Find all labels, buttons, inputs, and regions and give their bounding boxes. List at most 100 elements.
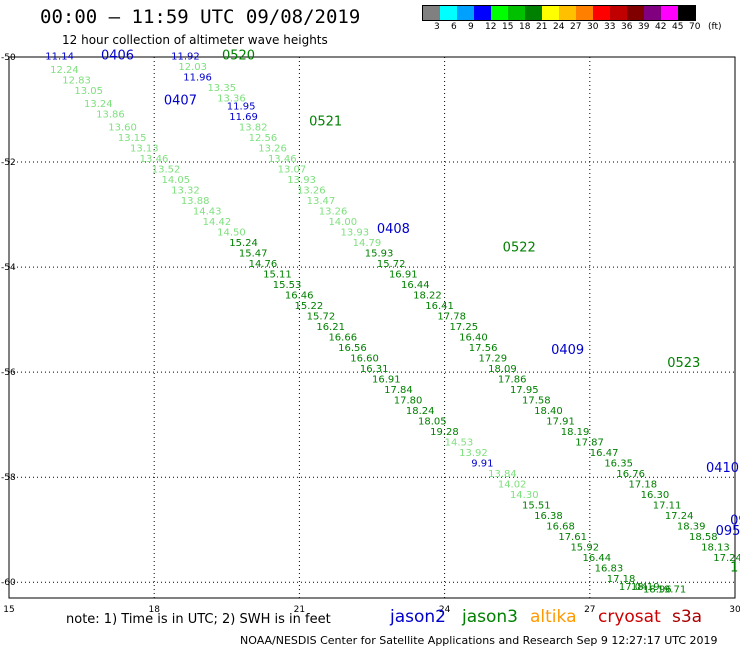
y-tick-label: -50 [1,53,16,63]
swh-data-label: 13.26 [319,207,348,218]
swh-data-label: 17.80 [394,396,423,407]
track-label: 0409 [551,343,584,358]
swh-data-label: 16.41 [425,301,454,312]
x-tick-label: 18 [148,605,160,615]
swh-data-label: 17.24 [665,511,694,522]
swh-data-label: 15.22 [295,301,324,312]
swh-data-label: 17.18 [629,480,658,491]
swh-data-label: 14.43 [193,207,222,218]
scale-label: 9 [468,22,474,32]
credit-line: NOAA/NESDIS Center for Satellite Applica… [240,634,718,647]
swh-data-label: 14.02 [498,480,527,491]
swh-data-label: 15.47 [239,249,268,260]
scale-label: (ft) [708,22,722,32]
swh-data-label: 13.26 [297,186,326,197]
swh-data-label: 16.91 [389,270,418,281]
swh-data-label: 16.60 [350,354,379,365]
swh-data-label: 16.21 [316,322,345,333]
swh-data-label: 17.11 [653,501,682,512]
swh-data-label: 18.22 [413,291,442,302]
swh-data-label: 13.84 [488,469,517,480]
swh-data-label: 16.68 [546,522,575,533]
satellite-label-jason2: jason2 [390,607,446,627]
swh-data-label: 19.28 [430,427,459,438]
swh-data-label: 18.05 [418,417,447,428]
satellite-label-jason3: jason3 [462,607,518,627]
swh-data-label: 13.46 [268,154,297,165]
scale-label: 42 [655,22,667,32]
scale-label: 6 [451,22,457,32]
swh-data-label: 12.03 [178,62,207,73]
swh-data-label: 13.82 [239,123,268,134]
scale-swatch [593,6,610,20]
scale-swatch [559,6,576,20]
swh-data-label: 15.53 [273,280,302,291]
footer-note: note: 1) Time is in UTC; 2) SWH is in fe… [66,612,331,627]
swh-data-label: 16.30 [641,490,670,501]
swh-data-label: 18.19 [561,427,590,438]
swh-data-label: 18.09 [488,364,517,375]
swh-data-label: 13.26 [258,144,287,155]
swh-data-label: 18.19 [631,582,660,593]
swh-data-label: 18.40 [534,406,563,417]
y-tick-label: -52 [1,158,16,168]
track-label: 0521 [309,114,342,129]
scale-label: 15 [502,22,514,32]
swh-data-label: 17.24 [713,553,740,564]
swh-data-label: 15.24 [229,238,258,249]
swh-data-label: 16.35 [604,459,633,470]
track-label: 0406 [101,49,134,64]
swh-data-label: 13.92 [459,448,488,459]
swh-data-label: 17.95 [510,385,539,396]
x-tick-label: 15 [3,605,14,615]
swh-data-label: 15.11 [263,270,292,281]
scale-label: 70 [689,22,701,32]
swh-data-label: 16.31 [360,364,389,375]
swh-data-label: 17.58 [522,396,551,407]
swh-data-label: 16.83 [595,564,624,575]
y-tick-label: -54 [1,263,16,273]
satellite-label-cryosat: cryosat [598,607,661,627]
swh-data-label: 13.24 [84,99,113,110]
swh-data-label: 16.66 [328,333,357,344]
scale-label: 24 [553,22,565,32]
swh-data-label: 11.14 [45,52,74,63]
swh-data-label: 16.44 [401,280,430,291]
y-tick-label: -60 [1,578,16,588]
swh-data-label: 13.36 [217,94,246,105]
scale-swatch [491,6,508,20]
swh-data-label: 13.15 [118,133,147,144]
swh-data-label: 13.52 [152,165,181,176]
chart-subtitle: 12 hour collection of altimeter wave hei… [62,33,328,47]
swh-data-label: 13.32 [171,186,200,197]
swh-data-label: 14.30 [510,490,539,501]
swh-data-label: 14.50 [217,228,246,239]
swh-data-label: 12.83 [62,75,91,86]
scale-swatch [457,6,474,20]
swh-data-label: 16.40 [459,333,488,344]
swh-data-label: 17.91 [546,417,575,428]
x-tick-label: 21 [294,605,305,615]
swh-data-label: 16.56 [338,343,367,354]
swh-data-label: 15.93 [365,249,394,260]
swh-data-label: 15.92 [570,543,599,554]
swh-data-label: 19.71 [658,585,687,596]
scale-swatch [474,6,491,20]
swh-data-label: 17.04 [619,582,648,593]
swh-data-label: 18.58 [689,532,718,543]
swh-data-label: 11.96 [183,73,212,84]
scale-swatch [678,6,695,20]
swh-data-label: 13.60 [108,123,137,134]
scale-swatch [508,6,525,20]
swh-data-label: 13.86 [96,109,125,120]
swh-data-label: 11.69 [229,112,258,123]
swh-data-label: 14.42 [203,217,232,228]
satellite-label-altika: altika [530,607,577,627]
swh-data-label: 13.93 [287,175,316,186]
scale-label: 18 [519,22,531,32]
scale-swatch [644,6,661,20]
scale-swatch [576,6,593,20]
swh-data-label: 13.07 [278,165,307,176]
scale-label: 30 [587,22,599,32]
satellite-label-s3a: s3a [672,607,703,627]
